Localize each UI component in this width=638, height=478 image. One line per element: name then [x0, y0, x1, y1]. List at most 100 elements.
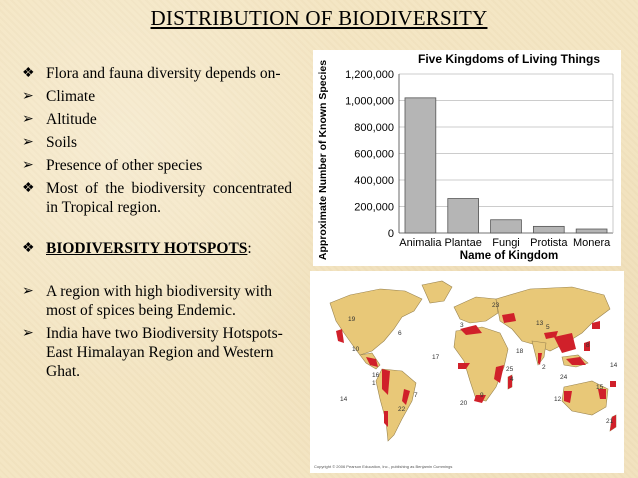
map-label: 22	[398, 406, 406, 413]
hotspot-madagascar	[508, 375, 512, 389]
chart-y-ticks: 0 200,000 400,000 600,000 800,000 1,000,000 1,…	[345, 69, 394, 240]
map-label: 20	[460, 400, 468, 407]
bar-plantae	[447, 198, 480, 234]
arrow-bullet-icon: ➢	[22, 135, 34, 150]
bar-animalia	[404, 97, 437, 234]
species-bar-chart: 0 200,000 400,000 600,000 800,000 1,000,000 1,…	[313, 50, 621, 266]
bullet-text: A region with high biodiversity with mos…	[46, 283, 273, 319]
y-tick-label: 1,200,000	[345, 69, 394, 81]
map-label: 23	[492, 302, 500, 309]
hotspot-eastern-arc	[494, 365, 504, 383]
map-label: 9	[480, 392, 484, 399]
map-label: 7	[414, 392, 418, 399]
x-tick-label: Plantae	[445, 237, 482, 249]
bullet-text: Soils	[46, 134, 78, 151]
hotspots-world-map: 19 10 16 1 14 22 7 6 3 17 20 9 4 23 13 5…	[310, 271, 624, 473]
hotspot-andes	[382, 369, 390, 395]
bullet-item: ➢ A region with high biodiversity with m…	[22, 282, 292, 320]
map-label: 3	[460, 322, 464, 329]
bullet-item: ➢ Soils	[22, 133, 292, 152]
arrow-bullet-icon: ➢	[22, 112, 34, 127]
chart-y-axis-label: Approximate Number of Known Species	[317, 60, 329, 260]
y-tick-label: 1,000,000	[345, 96, 394, 108]
bullet-item: ➢ India have two Biodiversity Hotspots- …	[22, 324, 292, 381]
bullet-item: ➢ Altitude	[22, 110, 292, 129]
map-label: 12	[554, 396, 562, 403]
bar-monera	[575, 228, 608, 234]
bullet-text: India have two Biodiversity Hotspots- Ea…	[46, 325, 283, 380]
y-tick-label: 0	[388, 228, 394, 240]
world-map-svg: 19 10 16 1 14 22 7 6 3 17 20 9 4 23 13 5…	[314, 280, 618, 469]
map-label: 18	[516, 348, 524, 355]
y-tick-label: 200,000	[354, 202, 394, 214]
bullet-text: Flora and fauna diversity depends on-	[46, 65, 281, 82]
chart-bars	[404, 97, 608, 234]
greenland-shape	[421, 280, 453, 304]
map-label: 17	[432, 354, 440, 361]
map-label: 8	[586, 342, 590, 349]
hotspot-mediterranean	[460, 325, 482, 335]
y-tick-label: 600,000	[354, 149, 394, 161]
map-label: 10	[352, 346, 360, 353]
hotspot-mesoamerica	[366, 357, 378, 367]
hotspot-regions	[336, 313, 616, 431]
diamond-bullet-icon: ❖	[22, 241, 35, 256]
map-label: 5	[546, 324, 550, 331]
map-label: 1	[372, 380, 376, 387]
chart-x-axis-label: Name of Kingdom	[460, 250, 558, 262]
hotspot-california	[336, 329, 344, 343]
map-label: 4	[510, 376, 514, 383]
map-label: 2	[542, 364, 546, 371]
hotspot-caucasus	[502, 313, 516, 323]
bullet-item: ➢ Climate	[22, 87, 292, 106]
bar-fungi	[490, 219, 522, 234]
hotspot-atlantic-forest	[402, 389, 410, 405]
hotspots-colon: :	[247, 240, 252, 257]
x-tick-label: Protista	[530, 237, 568, 249]
hotspot-east-australia	[598, 389, 606, 399]
x-tick-label: Fungi	[492, 237, 520, 249]
map-label: 16	[372, 372, 380, 379]
map-label: 19	[348, 316, 356, 323]
bullet-item: ❖ Most of the biodiversity concentrated …	[22, 179, 292, 217]
map-label: 21	[606, 418, 614, 425]
hotspot-new-zealand	[610, 415, 616, 431]
hotspots-heading: BIODIVERSITY HOTSPOTS	[46, 240, 248, 257]
x-tick-label: Monera	[573, 237, 611, 249]
africa-shape	[453, 326, 509, 402]
chart-svg: 0 200,000 400,000 600,000 800,000 1,000,000 1,…	[317, 52, 614, 262]
bullet-text: Most of the biodiversity concentrated in…	[46, 180, 292, 216]
hotspot-guinean-forests	[458, 363, 470, 369]
bullet-item: ➢ Presence of other species	[22, 156, 292, 175]
australia-shape	[561, 380, 609, 416]
bar-protista	[532, 225, 565, 234]
map-label: 13	[536, 320, 544, 327]
continents	[329, 280, 617, 442]
north-america-shape	[329, 288, 423, 356]
europe-shape	[453, 296, 499, 324]
hotspots-heading-item: ❖ BIODIVERSITY HOTSPOTS:	[22, 239, 292, 258]
map-label: 14	[610, 362, 618, 369]
map-label: 25	[506, 366, 514, 373]
arrow-bullet-icon: ➢	[22, 89, 34, 104]
x-tick-label: Animalia	[399, 237, 442, 249]
map-copyright: Copyright © 2006 Pearson Education, Inc.…	[314, 464, 452, 469]
bullet-list: ❖ Flora and fauna diversity depends on- …	[22, 64, 292, 385]
hotspot-labels: 19 10 16 1 14 22 7 6 3 17 20 9 4 23 13 5…	[340, 302, 618, 425]
diamond-bullet-icon: ❖	[22, 66, 35, 81]
hotspot-cape	[474, 395, 486, 403]
hotspot-indo-burma	[554, 333, 576, 353]
map-label: 6	[398, 330, 402, 337]
chart-x-ticks: Animalia Plantae Fungi Protista Monera	[399, 237, 611, 249]
arrow-bullet-icon: ➢	[22, 326, 34, 341]
bullet-item: ❖ Flora and fauna diversity depends on-	[22, 64, 292, 83]
hotspot-chile	[384, 411, 388, 427]
hotspot-philippines	[584, 341, 590, 351]
hotspot-japan	[592, 321, 600, 329]
diamond-bullet-icon: ❖	[22, 181, 35, 196]
bullet-text: Climate	[46, 88, 96, 105]
asia-shape	[495, 286, 611, 352]
hotspot-western-ghats	[538, 353, 542, 365]
y-tick-label: 400,000	[354, 175, 394, 187]
arrow-bullet-icon: ➢	[22, 284, 34, 299]
